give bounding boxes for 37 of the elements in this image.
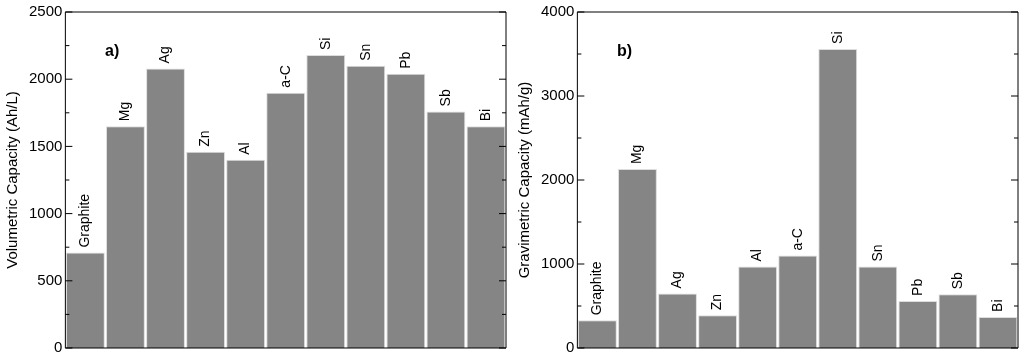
category-label: a-C xyxy=(276,65,293,88)
category-label: Pb xyxy=(396,51,413,69)
category-label: Mg xyxy=(116,101,133,122)
y-tick-label: 1500 xyxy=(28,136,63,154)
y-tick-label: 500 xyxy=(37,270,63,288)
annotation: a) xyxy=(105,42,120,60)
category-label: Ag xyxy=(156,46,173,64)
category-label: Graphite xyxy=(588,261,605,316)
category-label: Sn xyxy=(868,244,885,262)
category-label: Bi xyxy=(988,299,1005,312)
y-tick-label: 2000 xyxy=(28,69,63,87)
y-tick-label: 2000 xyxy=(540,170,575,188)
y-tick-label: 0 xyxy=(566,338,575,356)
category-label: Al xyxy=(748,249,765,262)
annotation: b) xyxy=(617,42,633,60)
y-axis-title: Volumetric Capacity (Ah/L) xyxy=(3,91,21,269)
category-label: Sn xyxy=(356,43,373,61)
category-label: Pb xyxy=(908,278,925,296)
category-label: Sb xyxy=(436,89,453,107)
category-label: Graphite xyxy=(76,193,93,248)
category-label: Zn xyxy=(708,293,725,311)
y-tick-label: 2500 xyxy=(28,2,63,20)
y-tick-label: 1000 xyxy=(540,254,575,272)
y-tick-label: 4000 xyxy=(540,2,575,20)
category-label: a-C xyxy=(788,228,805,251)
category-label: Sb xyxy=(948,272,965,290)
y-tick-label: 1000 xyxy=(28,203,63,221)
category-label: Si xyxy=(828,31,845,44)
y-axis-title: Gravimetric Capacity (mAh/g) xyxy=(515,81,533,279)
category-label: Mg xyxy=(628,144,645,165)
y-tick-label: 3000 xyxy=(540,86,575,104)
category-label: Zn xyxy=(196,130,213,147)
category-label: Bi xyxy=(476,108,493,122)
y-tick-label: 0 xyxy=(54,338,63,356)
category-label: Si xyxy=(316,37,333,51)
category-label: Al xyxy=(236,142,253,155)
category-label: Ag xyxy=(668,271,685,289)
